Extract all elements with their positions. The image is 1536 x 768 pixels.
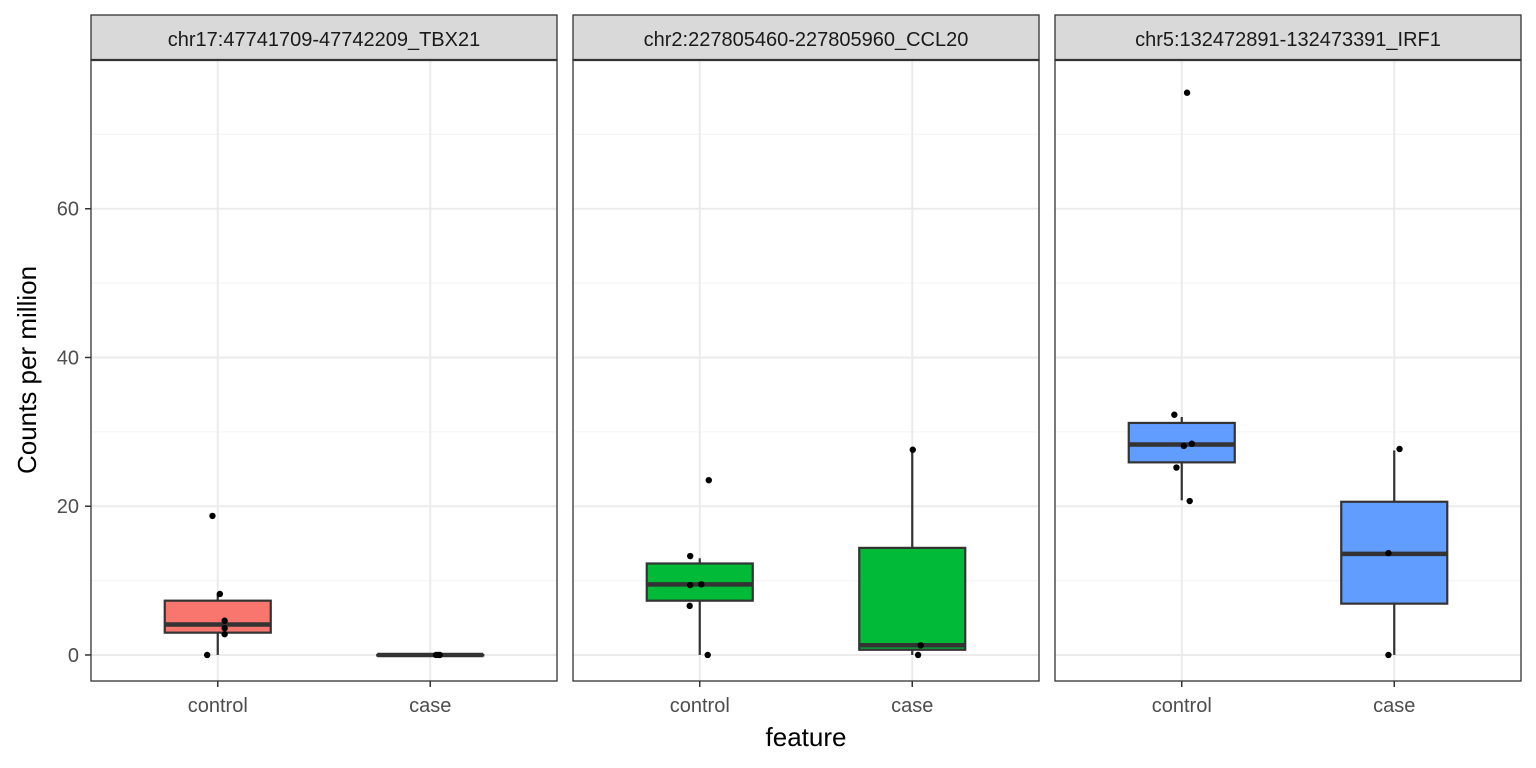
data-point bbox=[917, 642, 924, 649]
x-tick-label: case bbox=[891, 695, 933, 717]
data-point bbox=[687, 581, 694, 589]
data-point bbox=[914, 651, 922, 659]
x-tick-label: control bbox=[188, 695, 248, 717]
box-iqr bbox=[858, 546, 967, 651]
x-tick-label: control bbox=[1152, 695, 1212, 717]
data-point bbox=[221, 624, 228, 632]
data-point bbox=[704, 651, 711, 659]
data-point bbox=[436, 651, 443, 659]
y-tick-label: 60 bbox=[57, 199, 79, 221]
x-tick-label: case bbox=[409, 695, 451, 717]
facet-strip-label: chr17:47741709-47742209_TBX21 bbox=[168, 29, 480, 51]
y-axis-title: Counts per million bbox=[12, 266, 42, 474]
facet-strip-label: chr5:132472891-132473391_IRF1 bbox=[1135, 29, 1441, 51]
data-point bbox=[209, 512, 216, 520]
data-point bbox=[1180, 442, 1188, 450]
data-point bbox=[1188, 440, 1196, 447]
data-point bbox=[1385, 549, 1392, 557]
y-tick-label: 0 bbox=[68, 645, 79, 667]
data-point bbox=[686, 602, 693, 610]
data-point bbox=[698, 581, 705, 588]
facet-strip-label: chr2:227805460-227805960_CCL20 bbox=[644, 29, 969, 51]
y-tick-label: 40 bbox=[57, 347, 79, 369]
panel-background bbox=[573, 60, 1039, 681]
box-group-control bbox=[163, 512, 272, 659]
x-axis-title: feature bbox=[766, 722, 847, 752]
x-tick-label: case bbox=[1373, 695, 1415, 717]
data-point bbox=[221, 617, 228, 624]
data-point bbox=[1396, 445, 1403, 453]
box-iqr bbox=[163, 599, 272, 634]
box-group-case bbox=[858, 446, 967, 659]
facet-strip bbox=[1054, 14, 1522, 61]
facet-strip bbox=[572, 14, 1040, 61]
data-point bbox=[221, 630, 228, 638]
box-group-case bbox=[376, 651, 485, 659]
y-axis: 0 20 40 60 bbox=[57, 199, 91, 667]
box-group-control bbox=[1127, 89, 1236, 505]
data-point bbox=[1186, 497, 1193, 505]
data-point bbox=[1385, 651, 1392, 659]
data-point bbox=[1171, 411, 1178, 418]
box-group-control bbox=[645, 476, 754, 659]
data-point bbox=[216, 590, 224, 598]
box-group-case bbox=[1340, 445, 1449, 659]
data-point bbox=[687, 552, 694, 560]
data-point bbox=[203, 651, 211, 659]
panel-background bbox=[1055, 60, 1521, 681]
panel-background bbox=[91, 60, 557, 681]
data-point bbox=[1173, 464, 1180, 471]
data-point bbox=[705, 476, 712, 484]
data-point bbox=[1183, 89, 1191, 96]
x-tick-label: control bbox=[670, 695, 730, 717]
data-point bbox=[909, 446, 916, 453]
y-tick-label: 20 bbox=[57, 496, 79, 518]
